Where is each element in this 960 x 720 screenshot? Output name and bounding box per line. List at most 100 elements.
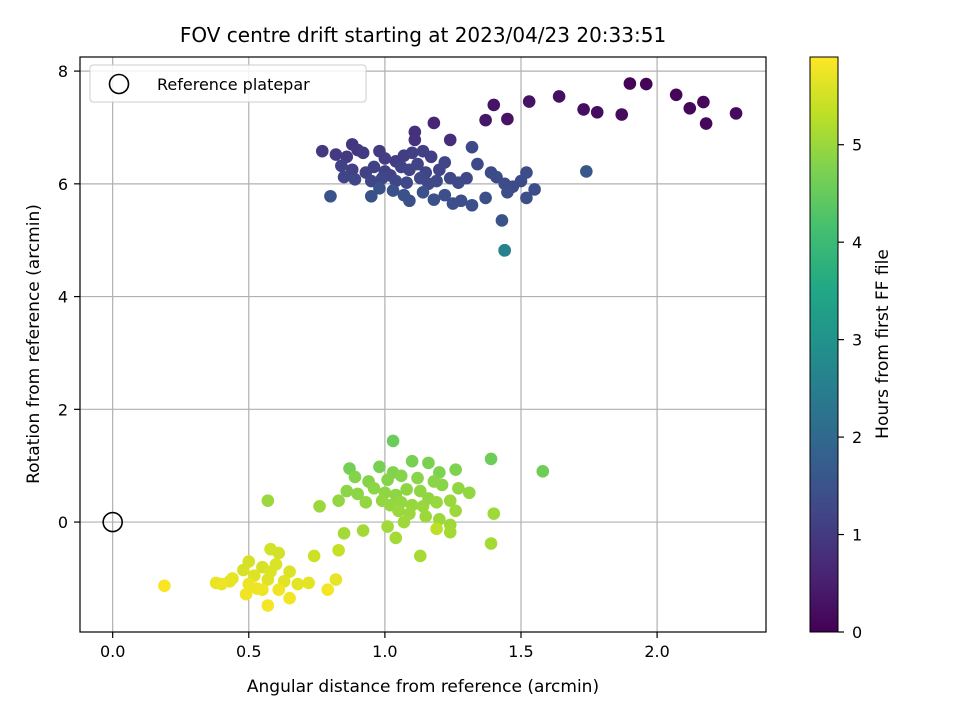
data-point [639, 77, 653, 91]
data-point [237, 563, 250, 577]
data-point [413, 484, 427, 498]
data-point [408, 133, 422, 147]
data-point [367, 481, 381, 495]
data-point [239, 587, 253, 601]
data-point [577, 103, 590, 116]
data-point [669, 88, 683, 102]
colorbar-tick-label: 3 [852, 331, 862, 350]
data-point [329, 148, 343, 161]
data-point [158, 579, 171, 593]
data-point [313, 499, 326, 513]
data-point [699, 117, 713, 130]
data-point [378, 152, 392, 165]
data-point [438, 156, 452, 169]
data-point [615, 108, 629, 121]
data-point [449, 463, 462, 476]
data-point [367, 160, 381, 174]
data-point [446, 197, 460, 210]
data-point [389, 174, 403, 188]
data-point [397, 515, 411, 529]
y-tick-label: 2 [58, 400, 68, 419]
data-point [522, 95, 536, 108]
data-point [364, 189, 378, 203]
data-point [479, 113, 492, 127]
data-point [348, 173, 362, 186]
data-point [697, 95, 710, 109]
data-point [484, 537, 498, 550]
data-point [373, 460, 386, 474]
data-point [430, 522, 443, 536]
data-point [590, 105, 604, 119]
y-tick-label: 6 [58, 175, 68, 194]
data-point [337, 170, 351, 184]
data-point [498, 244, 511, 257]
data-point [536, 465, 550, 478]
data-point [427, 193, 441, 206]
data-point [348, 470, 362, 484]
data-point [386, 434, 400, 448]
data-point [345, 163, 359, 177]
data-point [413, 549, 427, 563]
colorbar: 0 1 2 3 4 5 Hours from first FF file [809, 56, 893, 642]
data-point [462, 486, 476, 500]
data-point [364, 174, 378, 188]
data-point [683, 101, 697, 115]
data-point [443, 133, 457, 147]
data-point [307, 549, 321, 563]
x-tick-label: 2.0 [644, 642, 669, 661]
data-point [460, 171, 473, 185]
data-point [501, 185, 514, 199]
data-point [520, 191, 533, 205]
x-axis-label: Angular distance from reference (arcmin) [247, 677, 599, 697]
data-point [397, 188, 411, 202]
data-point [465, 198, 479, 212]
data-point [416, 185, 430, 199]
data-point [373, 182, 386, 195]
x-tick-label: 0.5 [236, 642, 261, 661]
data-point [261, 573, 275, 586]
colorbar-tick-label: 0 [852, 623, 862, 642]
data-point [484, 452, 498, 466]
data-point [405, 146, 419, 160]
data-point [487, 507, 501, 520]
data-points [158, 77, 743, 612]
chart-title: FOV centre drift starting at 2023/04/23 … [180, 23, 666, 47]
data-point [495, 214, 509, 227]
data-point [386, 184, 400, 197]
data-point [340, 150, 354, 164]
data-point [261, 494, 275, 507]
data-point [528, 183, 541, 196]
data-point [315, 144, 329, 158]
data-point [419, 510, 433, 523]
data-point [389, 531, 403, 545]
data-point [261, 599, 275, 612]
data-point [356, 524, 370, 537]
data-point [430, 496, 443, 509]
data-point [416, 499, 430, 513]
x-tick-label: 0.0 [100, 642, 125, 661]
x-tick-label: 1.0 [372, 642, 397, 661]
colorbar-label: Hours from first FF file [873, 249, 893, 439]
data-point [381, 520, 394, 533]
data-point [340, 484, 354, 498]
legend-marker-icon [108, 73, 130, 95]
y-tick-label: 0 [58, 513, 68, 532]
data-point [449, 504, 462, 518]
data-point [356, 146, 370, 160]
data-point [443, 494, 457, 507]
data-point [552, 90, 566, 103]
data-point [272, 546, 286, 560]
colorbar-tick-label: 5 [852, 136, 862, 155]
data-point [479, 191, 492, 205]
data-point [623, 77, 637, 90]
data-point [501, 112, 514, 126]
data-point [269, 558, 283, 571]
data-point [729, 107, 743, 120]
colorbar-tick-label: 1 [852, 526, 862, 545]
data-point [392, 504, 405, 518]
colorbar-ticks: 0 1 2 3 4 5 [838, 136, 862, 642]
data-point [321, 583, 335, 597]
data-point [487, 98, 501, 112]
data-point [332, 494, 345, 507]
data-point [302, 576, 315, 590]
